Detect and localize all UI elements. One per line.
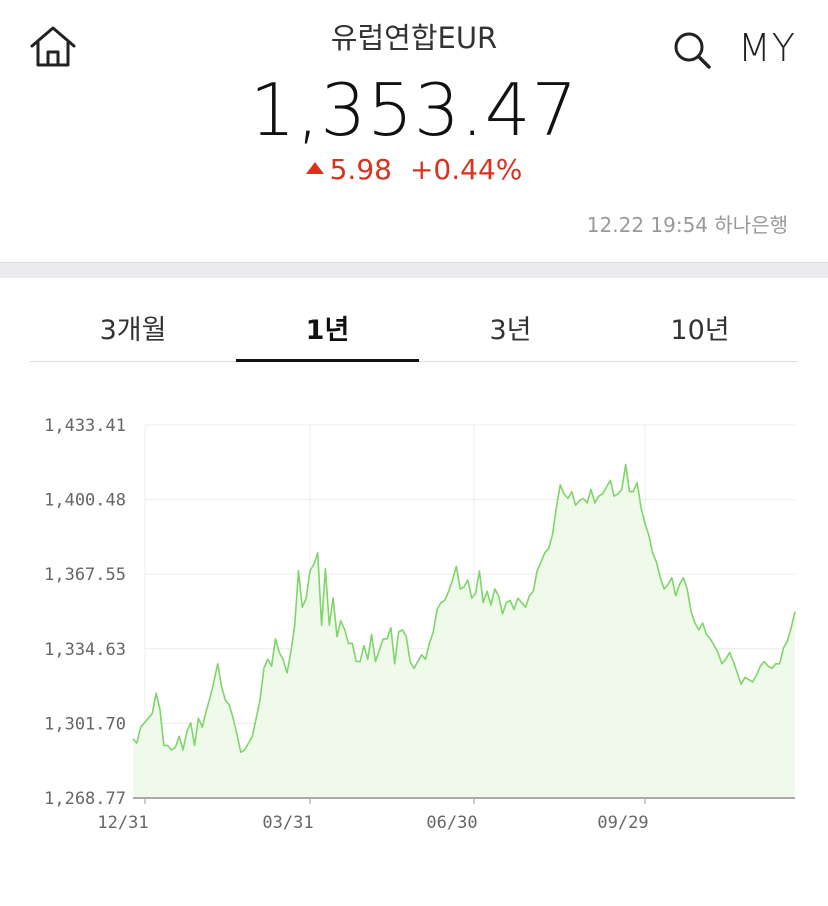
tab-3-years[interactable]: 3년 xyxy=(489,315,532,346)
quote-source: 하나은행 xyxy=(714,213,788,237)
x-tick-label: 09/29 xyxy=(597,813,648,833)
home-button[interactable] xyxy=(28,24,78,68)
y-tick-label: 1,400.48 xyxy=(44,491,126,511)
section-divider xyxy=(0,262,828,278)
chart-svg: 1,433.41 1,400.48 1,367.55 1,334.63 1,301.70… xyxy=(44,416,796,833)
price-change: 5.98 +0.44% xyxy=(0,152,828,188)
x-tick-label: 06/30 xyxy=(426,813,477,833)
search-icon xyxy=(674,32,711,69)
page-title: 유럽연합EUR xyxy=(330,21,498,55)
change-value: 5.98 xyxy=(329,153,392,186)
y-tick-label: 1,367.55 xyxy=(44,565,126,585)
home-icon xyxy=(30,26,76,67)
y-tick-label: 1,268.77 xyxy=(44,789,126,809)
quote-timestamp: 12.22 19:54 xyxy=(586,213,709,237)
current-price: 1,353.47 xyxy=(249,68,579,152)
y-tick-label: 1,334.63 xyxy=(44,640,126,660)
quote-header: 유럽연합EUR MY 1,353.47 5.98 +0.44% 12.22 19:… xyxy=(0,0,828,262)
series-area xyxy=(133,464,795,798)
y-tick-label: 1,433.41 xyxy=(44,416,126,436)
tab-10-years[interactable]: 10년 xyxy=(670,315,730,346)
quote-meta: 12.22 19:54 하나은행 xyxy=(587,212,788,238)
price-chart: 1,433.41 1,400.48 1,367.55 1,334.63 1,301.70… xyxy=(0,390,828,850)
up-triangle-icon xyxy=(305,162,324,174)
y-tick-label: 1,301.70 xyxy=(44,714,126,734)
search-button[interactable] xyxy=(670,28,714,72)
x-tick-label: 12/31 xyxy=(97,813,148,833)
change-percent: +0.44% xyxy=(409,153,523,186)
x-tick-label: 03/31 xyxy=(262,813,313,833)
tab-3-months[interactable]: 3개월 xyxy=(99,315,167,346)
series-line xyxy=(132,463,796,753)
period-tabs: 3개월 1년 3년 10년 xyxy=(30,300,798,362)
tab-1-year[interactable]: 1년 xyxy=(236,300,419,362)
my-button[interactable]: MY xyxy=(738,26,796,70)
